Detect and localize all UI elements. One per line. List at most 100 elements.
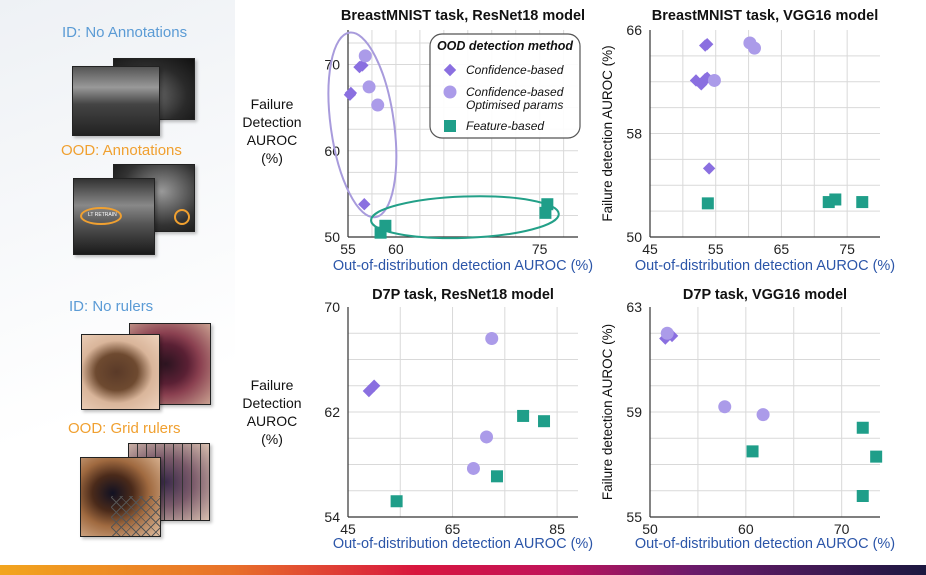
id-no-annotations-label: ID: No Annotations <box>62 24 188 41</box>
x-axis-label: Out-of-distribution detection AUROC (%) <box>333 258 593 274</box>
data-point-circle <box>756 408 770 422</box>
chart-title: D7P task, ResNet18 model <box>372 287 554 303</box>
data-point-diamond <box>344 86 358 100</box>
annotation-ring-icon <box>174 209 190 225</box>
side-title-line: (%) <box>261 150 283 166</box>
side-title-line: AUROC <box>246 132 298 148</box>
data-point-square <box>490 470 503 483</box>
data-point-circle <box>371 98 385 112</box>
y-tick-label: 59 <box>626 404 642 420</box>
legend-box <box>429 33 581 139</box>
side-title-bottom: Failure Detection AUROC (%) <box>232 376 312 448</box>
y-tick-label: 62 <box>324 404 340 420</box>
data-point-square <box>538 415 551 428</box>
data-point-diamond <box>702 162 716 175</box>
data-point-square <box>856 490 869 502</box>
data-point-diamond <box>356 59 369 72</box>
data-point-square <box>829 193 842 206</box>
cluster-ellipse-purple <box>327 31 398 219</box>
y-tick-label: 66 <box>626 22 642 38</box>
legend-entry-label: Optimised params <box>466 98 563 112</box>
data-point-square <box>390 495 403 508</box>
y-tick-label: 63 <box>626 299 642 315</box>
chart-panel-3: 45 65 85 54 62 70 D7P task, ResNet18 model Out-… <box>324 287 593 552</box>
data-point-square <box>856 421 869 434</box>
y-tick-label: 50 <box>324 229 340 245</box>
ood-annotations-label: OOD: Annotations <box>61 142 182 159</box>
data-point-square <box>379 219 392 232</box>
ultrasound-image-id-front <box>72 66 160 136</box>
chart-title: D7P task, VGG16 model <box>683 287 847 303</box>
side-title-line: (%) <box>261 431 283 447</box>
x-tick-label: 60 <box>738 521 754 537</box>
dermoscopy-image-ood-front <box>80 457 161 537</box>
y-axis-label: Failure detection AUROC (%) <box>600 324 615 500</box>
data-point-circle <box>747 41 761 55</box>
data-point-circle <box>466 461 480 475</box>
data-point-circle <box>443 85 457 99</box>
data-point-square <box>746 445 759 458</box>
cluster-ellipse-green <box>370 195 560 240</box>
y-tick-label: 54 <box>324 509 340 525</box>
side-title-line: AUROC <box>246 413 298 429</box>
data-point-square <box>701 197 714 210</box>
data-point-circle <box>707 73 721 87</box>
data-point-diamond <box>695 78 708 91</box>
annotation-ring-icon <box>80 207 122 225</box>
legend: OOD detection method Confidence-based Conf… <box>429 33 581 139</box>
x-tick-label: 50 <box>642 521 658 537</box>
data-point-square <box>517 409 530 422</box>
data-point-circle <box>660 326 674 340</box>
x-axis-label: Out-of-distribution detection AUROC (%) <box>333 536 593 552</box>
y-axis-label: Failure detection AUROC (%) <box>600 45 615 221</box>
x-tick-label: 45 <box>340 521 356 537</box>
x-tick-label: 55 <box>340 241 356 257</box>
data-point-circle <box>358 49 372 63</box>
x-tick-label: 65 <box>774 241 790 257</box>
id-no-rulers-label: ID: No rulers <box>69 298 154 315</box>
chart-title: BreastMNIST task, ResNet18 model <box>341 8 585 24</box>
data-point-square <box>541 198 554 211</box>
x-tick-label: 55 <box>708 241 724 257</box>
data-point-diamond <box>700 38 714 51</box>
bottom-brand-bar <box>0 565 926 575</box>
y-tick-label: 58 <box>626 126 642 142</box>
ood-grid-rulers-label: OOD: Grid rulers <box>68 420 181 437</box>
x-tick-label: 45 <box>642 241 658 257</box>
legend-title: OOD detection method <box>437 39 573 53</box>
y-tick-label: 55 <box>626 509 642 525</box>
data-point-circle <box>362 80 376 94</box>
data-point-diamond <box>367 379 381 392</box>
x-axis-label: Out-of-distribution detection AUROC (%) <box>635 258 895 274</box>
y-tick-label: 70 <box>324 299 340 315</box>
annotation-ring-text: LT RETRAIN <box>88 212 117 218</box>
side-title-line: Failure <box>250 377 294 393</box>
side-title-line: Detection <box>242 395 302 411</box>
x-tick-label: 65 <box>445 521 461 537</box>
data-point-circle <box>480 430 494 444</box>
chart-panel-1: 55 60 75 50 60 70 BreastMNIST task, ResNet18 m… <box>324 8 593 274</box>
data-point-square <box>444 120 456 132</box>
side-title-line: Detection <box>242 114 302 130</box>
legend-entry-label: Feature-based <box>466 119 544 133</box>
y-tick-label: 70 <box>324 57 340 73</box>
side-title-top: Failure Detection AUROC (%) <box>232 95 312 167</box>
grid-ruler-overlay <box>111 496 160 536</box>
data-point-square <box>856 196 869 209</box>
data-point-diamond <box>443 63 457 77</box>
y-tick-label: 60 <box>324 143 340 159</box>
x-tick-label: 75 <box>839 241 855 257</box>
data-point-circle <box>485 332 499 345</box>
legend-entry-label: Confidence-based <box>466 63 564 77</box>
x-tick-label: 70 <box>834 521 850 537</box>
x-tick-label: 85 <box>549 521 565 537</box>
data-point-circle <box>718 400 732 414</box>
y-tick-label: 50 <box>626 229 642 245</box>
chart-title: BreastMNIST task, VGG16 model <box>652 8 878 24</box>
data-point-square <box>870 450 883 463</box>
x-tick-label: 60 <box>388 241 404 257</box>
legend-entry-label: Confidence-based <box>466 85 564 99</box>
chart-panel-2: 45 55 65 75 50 58 66 BreastMNIST task, VGG16 mo… <box>600 8 895 274</box>
x-tick-label: 75 <box>532 241 548 257</box>
